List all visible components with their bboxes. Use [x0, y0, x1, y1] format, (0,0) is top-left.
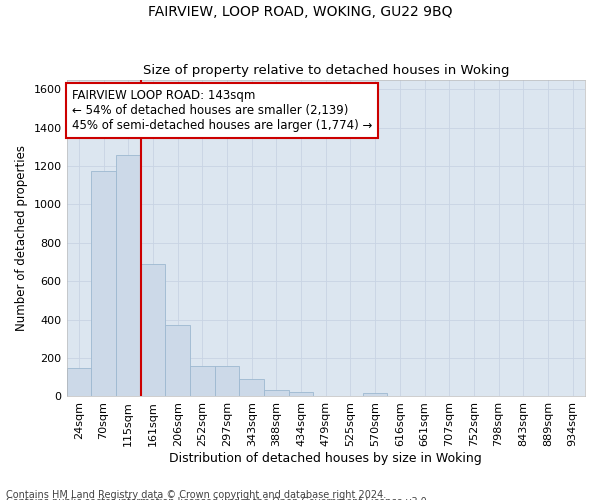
- Bar: [363, 392, 388, 396]
- Text: FAIRVIEW, LOOP ROAD, WOKING, GU22 9BQ: FAIRVIEW, LOOP ROAD, WOKING, GU22 9BQ: [148, 5, 452, 19]
- Bar: [289, 392, 313, 396]
- Title: Size of property relative to detached houses in Woking: Size of property relative to detached ho…: [143, 64, 509, 77]
- Bar: [239, 379, 264, 396]
- Bar: [140, 264, 165, 396]
- Bar: [165, 326, 190, 396]
- X-axis label: Distribution of detached houses by size in Woking: Distribution of detached houses by size …: [169, 452, 482, 465]
- Y-axis label: Number of detached properties: Number of detached properties: [15, 145, 28, 331]
- Bar: [190, 366, 215, 396]
- Bar: [116, 156, 140, 396]
- Bar: [67, 368, 91, 396]
- Text: Contains HM Land Registry data © Crown copyright and database right 2024.: Contains HM Land Registry data © Crown c…: [6, 490, 386, 500]
- Bar: [264, 390, 289, 396]
- Bar: [215, 366, 239, 396]
- Text: Contains public sector information licensed under the Open Government Licence v3: Contains public sector information licen…: [6, 497, 430, 500]
- Text: FAIRVIEW LOOP ROAD: 143sqm
← 54% of detached houses are smaller (2,139)
45% of s: FAIRVIEW LOOP ROAD: 143sqm ← 54% of deta…: [72, 89, 372, 132]
- Bar: [91, 171, 116, 396]
